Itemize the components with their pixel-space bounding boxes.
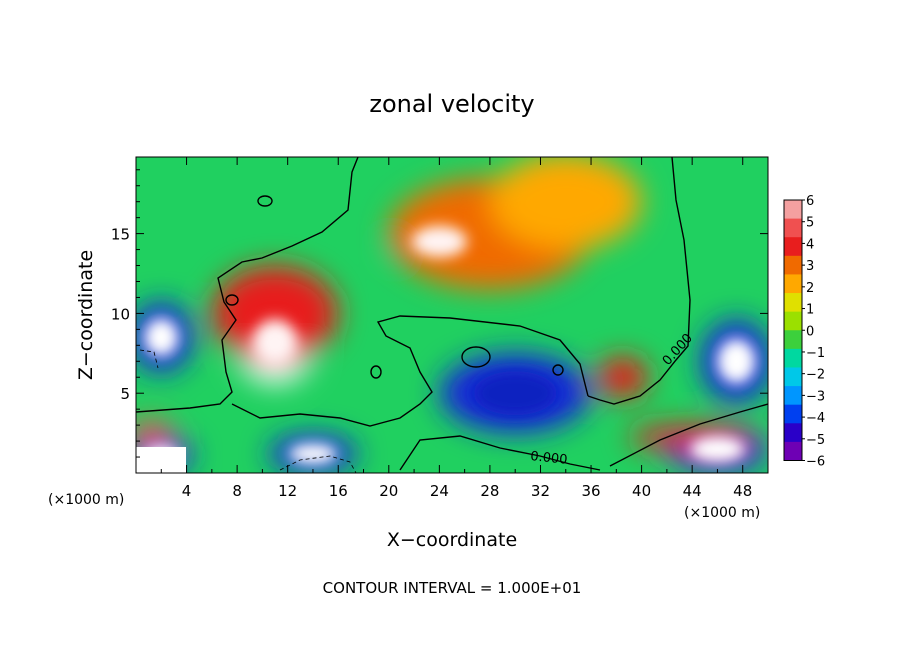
colorbar-swatch	[784, 367, 802, 387]
blank-region	[136, 447, 186, 473]
colorbar-label: 1	[806, 303, 814, 318]
colorbar-swatch	[784, 386, 802, 406]
contour-label: 0.000	[530, 449, 569, 468]
x-tick-label: 8	[232, 482, 242, 500]
colorbar-label: 5	[806, 216, 814, 231]
colorbar-swatch	[784, 274, 802, 294]
heatmap-core	[473, 371, 557, 416]
x-tick-label: 48	[733, 482, 752, 500]
heatmap-core	[143, 318, 179, 357]
colorbar-swatch	[784, 330, 802, 350]
colorbar-label: −1	[806, 346, 825, 361]
heatmap-core	[252, 319, 298, 365]
heatmap-core	[411, 225, 468, 258]
colorbar-swatch	[784, 311, 802, 331]
heatmap-plot-area: 0.000 0.000	[136, 157, 768, 473]
colorbar-label: −5	[806, 433, 825, 448]
x-tick-label: 4	[182, 482, 192, 500]
colorbar-swatch	[784, 293, 802, 313]
x-tick-label: 12	[278, 482, 297, 500]
contour-interval-note: CONTOUR INTERVAL = 1.000E+01	[323, 579, 582, 597]
colorbar-label: −3	[806, 389, 825, 404]
colorbar-label: 4	[806, 237, 814, 252]
colorbar: 6 5 4 3 2 1 0 −1 −2 −3 −4 −5 −6	[783, 194, 825, 470]
x-tick-label: 20	[379, 482, 398, 500]
y-axis: 5 10 15	[111, 169, 768, 458]
colorbar-swatch	[784, 348, 802, 368]
colorbar-label: 6	[806, 194, 814, 209]
colorbar-swatch	[784, 237, 802, 257]
contour-island	[257, 195, 273, 207]
colorbar-label: −6	[806, 455, 825, 470]
x-tick-label: 40	[632, 482, 651, 500]
x-tick-label: 28	[480, 482, 499, 500]
zero-contour-lower	[231, 315, 589, 427]
zero-contour-upper	[136, 157, 359, 413]
colorbar-label: −2	[806, 368, 825, 383]
zero-contour-right	[587, 157, 691, 405]
y-tick-label: 5	[120, 385, 130, 403]
colorbar-swatch	[784, 441, 802, 462]
x-unit-left: (×1000 m)	[48, 492, 124, 508]
heatmap-core	[716, 338, 756, 385]
y-axis-label: Z−coordinate	[75, 250, 97, 380]
heatmap-region	[489, 157, 642, 250]
y-tick-label: 15	[111, 226, 130, 244]
colorbar-label: −4	[806, 411, 825, 426]
colorbar-swatch	[784, 404, 802, 424]
contour-island	[552, 364, 564, 376]
heatmap-core	[689, 435, 746, 463]
x-tick-label: 16	[329, 482, 348, 500]
x-unit-right: (×1000 m)	[684, 505, 760, 521]
colorbar-label: 2	[806, 281, 814, 296]
dashed-contour	[139, 349, 159, 369]
colorbar-label: 3	[806, 259, 814, 274]
chart-title: zonal velocity	[369, 90, 534, 118]
zero-contour-bottom	[399, 435, 601, 471]
contour-island	[370, 365, 382, 379]
x-tick-label: 44	[683, 482, 702, 500]
colorbar-swatch	[784, 218, 802, 238]
zero-contour-bottom-right	[609, 403, 768, 467]
colorbar-label: 0	[806, 324, 814, 339]
plot-frame	[135, 156, 769, 474]
heatmap-region	[136, 420, 174, 450]
y-tick-label: 10	[111, 305, 130, 323]
x-tick-label: 24	[430, 482, 449, 500]
heatmap-region	[597, 356, 648, 398]
contour-island	[461, 346, 491, 368]
x-axis: 4 8 12 16 20 24 28 32 36 40 44 48	[160, 157, 752, 500]
colorbar-swatch	[784, 255, 802, 275]
dashed-contour	[279, 455, 357, 473]
heatmap-core	[288, 443, 338, 465]
contour-island	[225, 294, 239, 306]
x-tick-label: 32	[531, 482, 550, 500]
colorbar-swatch	[784, 200, 802, 220]
colorbar-swatch	[784, 423, 802, 443]
x-tick-label: 36	[581, 482, 600, 500]
heatmap-region	[211, 265, 339, 362]
x-axis-label: X−coordinate	[387, 529, 517, 551]
